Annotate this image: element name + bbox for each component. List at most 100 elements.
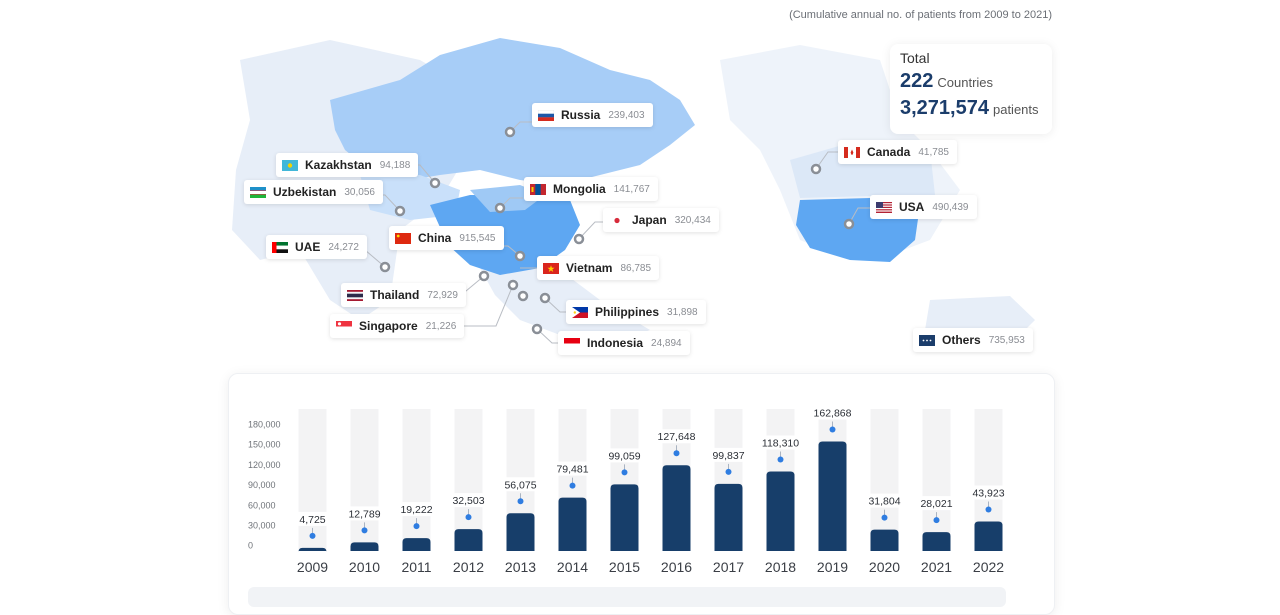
x-tick-label: 2011 (401, 559, 431, 575)
usa-flag-icon (876, 201, 892, 213)
bar (714, 483, 743, 551)
data-label: 43,923 (972, 487, 1004, 499)
total-countries-value: 222 (900, 70, 934, 92)
country-name: Mongolia (553, 182, 606, 196)
country-label-philippines: Philippines 31,898 (566, 300, 706, 324)
bar (298, 547, 327, 552)
kazakhstan-flag-icon (282, 159, 298, 171)
vietnam-flag-icon (543, 262, 559, 274)
country-name: Others (942, 333, 981, 347)
country-name: Canada (867, 145, 911, 159)
data-label-background (654, 429, 699, 444)
indonesia-flag-icon (564, 337, 580, 349)
country-name: Uzbekistan (273, 185, 337, 199)
country-value: 141,767 (613, 183, 650, 195)
x-tick-label: 2012 (453, 559, 484, 575)
bar (870, 529, 899, 551)
y-tick-label: 120,000 (248, 460, 281, 470)
data-label: 79,481 (556, 464, 588, 476)
data-label-background (394, 502, 439, 517)
marker-usa (843, 218, 855, 230)
country-value: 31,898 (667, 306, 698, 318)
country-value: 94,188 (379, 159, 411, 171)
x-tick-label: 2017 (713, 559, 744, 575)
y-tick-label: 90,000 (248, 480, 276, 490)
totals-label: Total (900, 50, 930, 66)
value-marker (621, 469, 628, 476)
bar (922, 532, 951, 551)
value-marker (517, 498, 524, 505)
japan-flag-icon (609, 214, 625, 226)
marker-canada (810, 163, 822, 175)
uae-flag-icon (272, 241, 288, 253)
country-value: 24,894 (651, 337, 682, 349)
country-name: Kazakhstan (305, 158, 372, 172)
bar (558, 497, 587, 551)
country-label-uzbekistan: Uzbekistan 30,056 (244, 180, 383, 204)
marker-indonesia (531, 323, 543, 335)
marker-japan (573, 233, 585, 245)
x-tick-label: 2015 (609, 559, 640, 575)
bar (818, 441, 847, 551)
country-label-japan: Japan 320,434 (603, 208, 719, 232)
marker-russia (504, 126, 516, 138)
x-tick-label: 2018 (765, 559, 796, 575)
x-tick-label: 2021 (921, 559, 952, 575)
chart-footer-strip (248, 587, 1006, 607)
data-label: 32,503 (452, 495, 484, 507)
bar (662, 465, 691, 551)
country-label-usa: USA 490,439 (870, 195, 977, 219)
x-tick-label: 2022 (973, 559, 1004, 575)
country-name: China (418, 231, 452, 245)
data-label: 118,310 (762, 437, 799, 449)
mongolia-flag-icon (530, 183, 546, 195)
y-tick-label: 150,000 (248, 440, 281, 450)
data-label: 127,648 (658, 431, 696, 443)
country-name: Indonesia (587, 336, 644, 350)
bar (766, 471, 795, 551)
value-marker (881, 514, 888, 521)
bar (506, 513, 535, 551)
totals-card: Total 222 Countries 3,271,574 patients (890, 44, 1052, 134)
country-label-russia: Russia 239,403 (532, 103, 653, 127)
marker-vietnam (507, 279, 519, 291)
marker-mongolia (494, 202, 506, 214)
marker-uzbekistan (394, 205, 406, 217)
country-name: Singapore (359, 319, 418, 333)
value-marker (309, 532, 316, 539)
y-tick-label: 180,000 (248, 420, 281, 430)
data-label-background (862, 493, 907, 508)
map-china-region (430, 190, 580, 275)
marker-thailand (478, 270, 490, 282)
value-marker (569, 482, 576, 489)
country-value: 72,929 (427, 289, 458, 301)
bar-track (922, 409, 951, 551)
value-marker (829, 426, 836, 433)
bar-track (870, 409, 899, 551)
canada-flag-icon (844, 146, 860, 158)
data-label-background (342, 506, 387, 521)
y-tick-label: 60,000 (248, 500, 276, 510)
annual-patients-bar-chart: 180,000 150,000 120,000 90,000 60,000 30,000 0… (248, 407, 1005, 575)
country-value: 735,953 (988, 334, 1025, 346)
value-marker (361, 527, 368, 534)
country-value: 41,785 (918, 146, 949, 158)
bar (350, 542, 379, 551)
bar-track (298, 409, 327, 551)
country-label-uae: UAE 24,272 (266, 235, 367, 259)
country-name: Vietnam (566, 261, 613, 275)
data-label-background (550, 461, 595, 476)
country-label-singapore: Singapore 21,226 (330, 314, 465, 338)
value-marker (985, 506, 992, 513)
x-tick-label: 2013 (505, 559, 536, 575)
country-name: USA (899, 200, 925, 214)
data-label: 31,804 (868, 496, 900, 508)
value-marker (673, 450, 680, 457)
x-tick-label: 2016 (661, 559, 692, 575)
country-name: Thailand (370, 288, 420, 302)
bar (402, 538, 431, 551)
value-marker (777, 456, 784, 463)
x-tick-label: 2019 (817, 559, 848, 575)
country-label-thailand: Thailand 72,929 (341, 283, 466, 307)
country-value: 915,545 (459, 232, 496, 244)
